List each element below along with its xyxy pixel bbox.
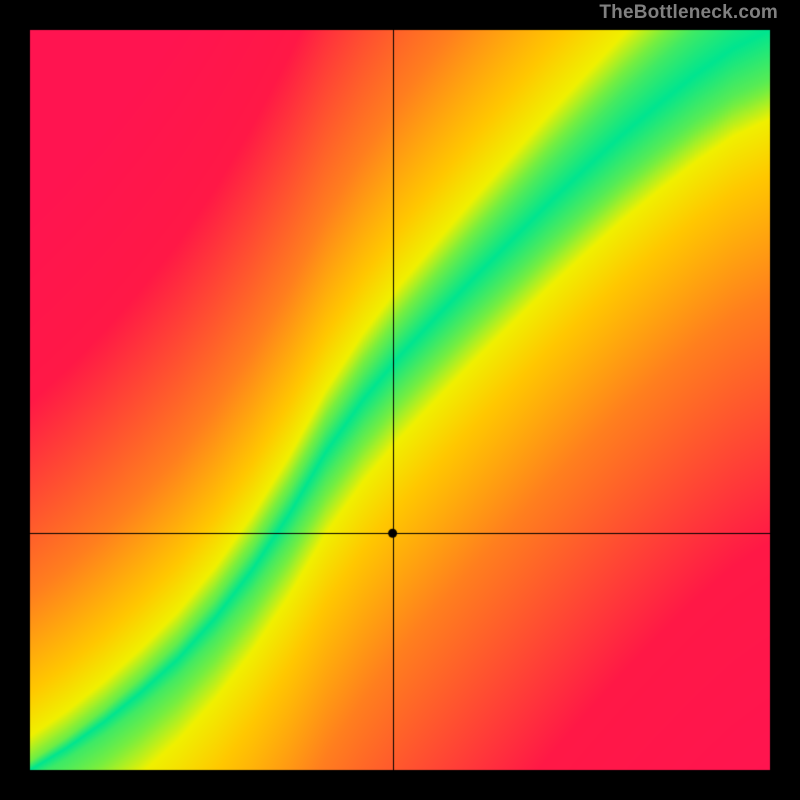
chart-container: { "watermark": { "text": "TheBottleneck.… — [0, 0, 800, 800]
bottleneck-heatmap — [0, 0, 800, 800]
watermark-text: TheBottleneck.com — [599, 2, 778, 24]
